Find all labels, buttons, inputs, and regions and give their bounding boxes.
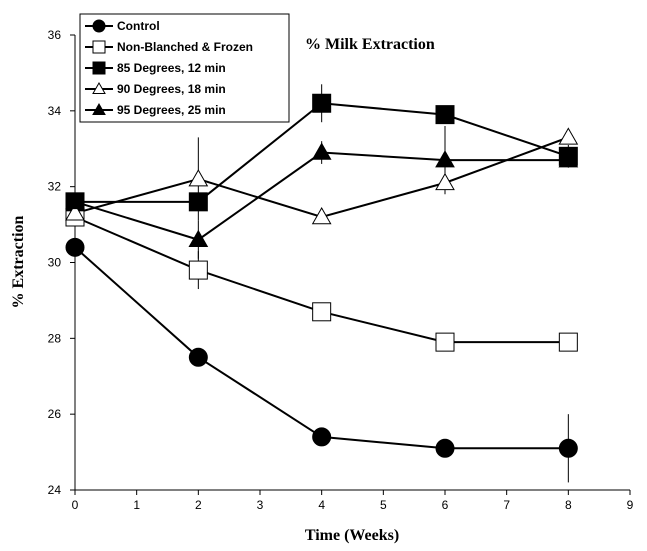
x-tick-label: 7: [503, 498, 510, 512]
data-point-85-degrees-12-min: [435, 105, 455, 125]
legend-marker-non-blanched-frozen: [92, 40, 106, 54]
y-ticks: 24 26 28 30 32 34 36: [48, 28, 75, 497]
x-tick-label: 3: [257, 498, 264, 512]
data-point-non-blanched-frozen: [435, 332, 455, 352]
x-tick-label: 9: [627, 498, 634, 512]
legend-label-90-degrees-18-min: 90 Degrees, 18 min: [117, 82, 226, 96]
data-point-95-degrees-25-min: [558, 150, 579, 168]
legend-marker-control: [92, 19, 106, 33]
series-markers: [65, 93, 579, 458]
y-tick-label: 30: [48, 256, 62, 270]
data-point-90-degrees-18-min: [188, 169, 209, 187]
y-tick-label: 36: [48, 28, 62, 42]
data-point-95-degrees-25-min: [311, 142, 332, 160]
y-tick-label: 26: [48, 407, 62, 421]
data-point-90-degrees-18-min: [65, 203, 85, 221]
series-line-non-blanched-frozen: [74, 216, 569, 344]
series-line-control: [74, 246, 569, 450]
x-axis-title: Time (Weeks): [305, 527, 399, 544]
legend-label-85-degrees-12-min: 85 Degrees, 12 min: [117, 61, 226, 75]
data-point-95-degrees-25-min: [188, 229, 209, 247]
data-point-90-degrees-18-min: [558, 127, 579, 145]
y-tick-label: 24: [48, 483, 62, 497]
y-tick-label: 34: [48, 104, 62, 118]
x-ticks: 0 1 2 3 4 5 6 7 8 9: [72, 490, 634, 512]
legend-items: Control Non-Blanched & Frozen 85 Degrees, …: [85, 19, 253, 117]
x-tick-label: 2: [195, 498, 202, 512]
data-point-95-degrees-25-min: [435, 150, 455, 168]
x-tick-label: 6: [442, 498, 449, 512]
legend-box: [79, 13, 290, 123]
legend-label-control: Control: [117, 19, 160, 33]
data-point-non-blanched-frozen: [188, 260, 208, 280]
y-tick-label: 28: [48, 331, 62, 345]
x-tick-label: 4: [318, 498, 325, 512]
chart-title: % Milk Extraction: [305, 36, 435, 53]
data-point-control: [312, 427, 332, 447]
x-tick-label: 8: [565, 498, 572, 512]
data-point-85-degrees-12-min: [312, 93, 332, 113]
legend-marker-85-degrees-12-min: [92, 61, 106, 75]
data-point-non-blanched-frozen: [312, 302, 332, 322]
legend-label-95-degrees-25-min: 95 Degrees, 25 min: [117, 103, 226, 117]
data-point-85-degrees-12-min: [188, 192, 208, 212]
x-tick-label: 5: [380, 498, 387, 512]
data-point-control: [65, 237, 85, 257]
data-point-90-degrees-18-min: [435, 172, 455, 191]
data-point-control: [558, 438, 578, 458]
legend-marker-90-degrees-18-min: [92, 81, 106, 94]
y-tick-label: 32: [48, 180, 62, 194]
data-point-95-degrees-25-min: [65, 191, 85, 210]
x-tick-label: 0: [72, 498, 79, 512]
data-point-90-degrees-18-min: [311, 206, 332, 225]
legend: Control Non-Blanched & Frozen 85 Degrees, …: [79, 13, 290, 123]
y-axis-title: % Extraction: [10, 215, 27, 308]
data-point-control: [188, 347, 208, 367]
data-point-control: [435, 438, 455, 458]
data-point-non-blanched-frozen: [558, 332, 578, 352]
legend-marker-95-degrees-25-min: [92, 102, 106, 115]
x-tick-label: 1: [133, 498, 140, 512]
legend-label-non-blanched-frozen: Non-Blanched & Frozen: [117, 40, 253, 54]
